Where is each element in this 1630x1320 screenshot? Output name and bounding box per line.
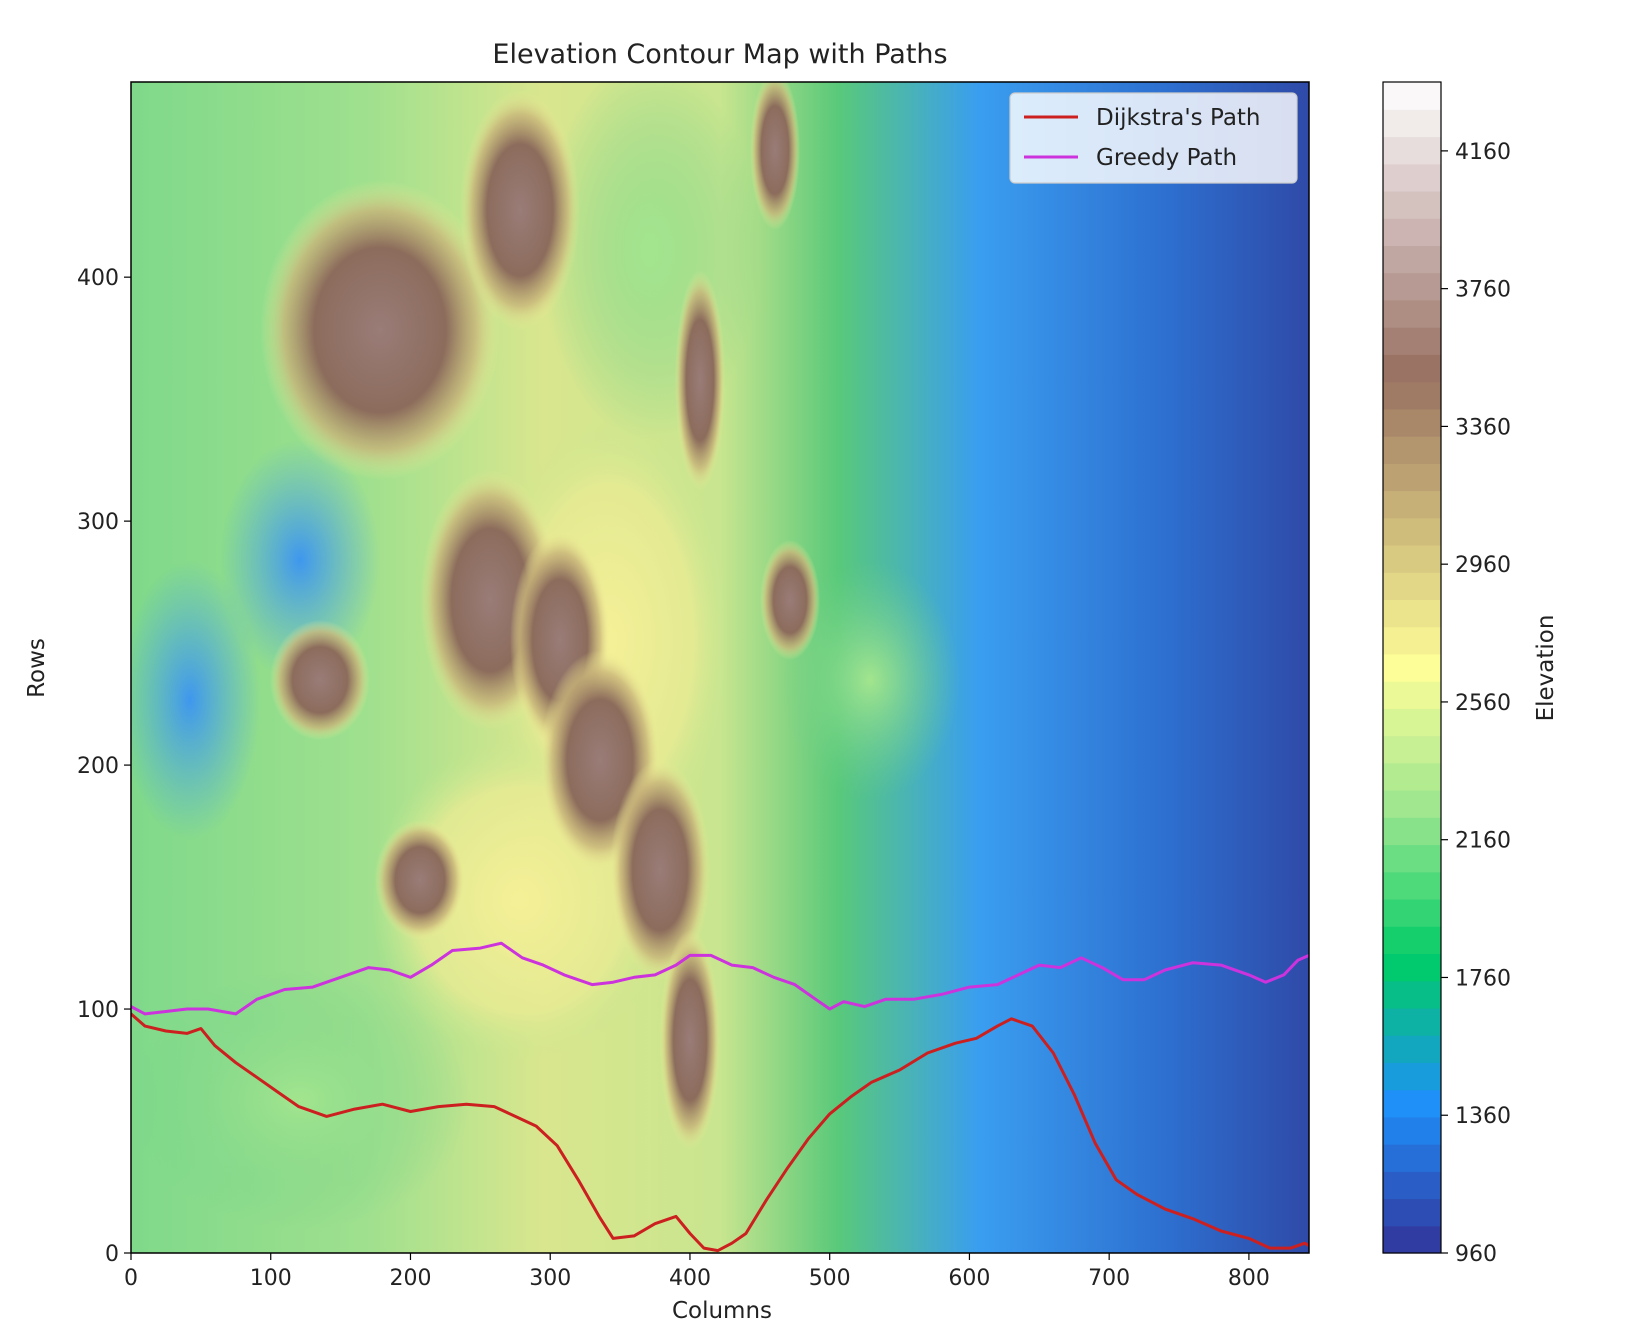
colorbar-tick-label: 1360 — [1455, 1104, 1511, 1129]
colorbar-tick-label: 3760 — [1455, 278, 1511, 303]
colorbar-band — [1383, 626, 1441, 655]
colorbar-band — [1383, 1062, 1441, 1091]
colorbar-tick-label: 3360 — [1455, 415, 1511, 440]
colorbar-frame — [1382, 81, 1442, 1254]
y-axis-label: Rows — [24, 638, 50, 698]
colorbar-bands — [1383, 82, 1441, 1254]
colorbar-band — [1383, 408, 1441, 437]
colorbar-band — [1383, 599, 1441, 628]
colorbar-band — [1383, 681, 1441, 709]
legend-label-greedy: Greedy Path — [1096, 145, 1237, 171]
colorbar-band — [1383, 82, 1441, 110]
x-tick-label: 300 — [529, 1266, 571, 1291]
series-line-1 — [131, 941, 1309, 1016]
colorbar-band — [1383, 1225, 1441, 1254]
y-tick-label: 0 — [105, 1242, 119, 1267]
colorbar-band — [1383, 790, 1441, 818]
x-tick-label: 100 — [250, 1266, 292, 1291]
colorbar-band — [1383, 1007, 1441, 1036]
colorbar-band — [1383, 871, 1441, 900]
colorbar-band — [1383, 898, 1441, 927]
legend: Dijkstra's Path Greedy Path — [1009, 92, 1298, 184]
colorbar-tick-label: 2960 — [1455, 553, 1511, 578]
colorbar-band — [1383, 218, 1441, 246]
colorbar-tick-label: 1760 — [1455, 966, 1511, 991]
x-tick-label: 700 — [1088, 1266, 1130, 1291]
colorbar-band — [1383, 1198, 1441, 1227]
x-tick-label: 200 — [389, 1266, 431, 1291]
x-tick-label: 600 — [948, 1266, 990, 1291]
colorbar-band — [1383, 354, 1441, 383]
colorbar-tick-label: 960 — [1455, 1242, 1497, 1267]
colorbar-band — [1383, 735, 1441, 764]
colorbar-tick-label: 2560 — [1455, 691, 1511, 716]
chart-title: Elevation Contour Map with Paths — [492, 39, 947, 70]
colorbar-band — [1383, 517, 1441, 546]
colorbar-label: Elevation — [1533, 615, 1559, 722]
colorbar-band — [1383, 844, 1441, 873]
colorbar-band — [1383, 544, 1441, 573]
colorbar-band — [1383, 1171, 1441, 1200]
colorbar-band — [1383, 436, 1441, 464]
x-tick-label: 400 — [669, 1266, 711, 1291]
colorbar-band — [1383, 245, 1441, 274]
colorbar-band — [1383, 272, 1441, 301]
path-series — [131, 941, 1309, 1253]
colorbar-band — [1383, 1089, 1441, 1118]
colorbar-band — [1383, 762, 1441, 791]
elevation-heatmap — [131, 82, 1309, 1253]
legend-box — [1009, 92, 1298, 184]
colorbar-band — [1383, 163, 1441, 192]
y-axis-ticks: 0 100 200 300 400 — [77, 266, 131, 1267]
colorbar-band — [1383, 653, 1441, 682]
x-axis-ticks: 0 100 200 300 400 500 600 700 800 — [124, 1253, 1270, 1291]
colorbar-band — [1383, 1144, 1441, 1172]
colorbar-band — [1383, 1035, 1441, 1063]
colorbar-band — [1383, 708, 1441, 737]
colorbar-band — [1383, 980, 1441, 1009]
colorbar-band — [1383, 463, 1441, 492]
colorbar-band — [1383, 299, 1441, 328]
plot-frame — [130, 81, 1310, 1254]
colorbar-ticks: 960 1360 1760 2160 2560 2960 3360 3760 4160 — [1441, 140, 1511, 1267]
y-tick-label: 400 — [77, 266, 119, 291]
x-tick-label: 500 — [809, 1266, 851, 1291]
colorbar-tick-label: 2160 — [1455, 829, 1511, 854]
colorbar-band — [1383, 1116, 1441, 1145]
legend-label-dijkstra: Dijkstra's Path — [1096, 105, 1261, 131]
y-tick-label: 300 — [77, 510, 119, 535]
colorbar-band — [1383, 109, 1441, 138]
y-tick-label: 200 — [77, 754, 119, 779]
colorbar-band — [1383, 817, 1441, 846]
colorbar-band — [1383, 490, 1441, 519]
x-tick-label: 800 — [1228, 1266, 1270, 1291]
x-tick-label: 0 — [124, 1266, 138, 1291]
colorbar-band — [1383, 327, 1441, 355]
colorbar-band — [1383, 572, 1441, 601]
colorbar-band — [1383, 953, 1441, 982]
colorbar-band — [1383, 381, 1441, 410]
series-line-0 — [131, 1012, 1309, 1253]
colorbar-band — [1383, 190, 1441, 219]
x-axis-label: Columns — [672, 1298, 772, 1320]
colorbar-band — [1383, 136, 1441, 165]
colorbar: 960 1360 1760 2160 2560 2960 3360 3760 4160 Elev… — [1382, 81, 1559, 1267]
y-tick-label: 100 — [77, 998, 119, 1023]
colorbar-tick-label: 4160 — [1455, 140, 1511, 165]
colorbar-band — [1383, 926, 1441, 955]
